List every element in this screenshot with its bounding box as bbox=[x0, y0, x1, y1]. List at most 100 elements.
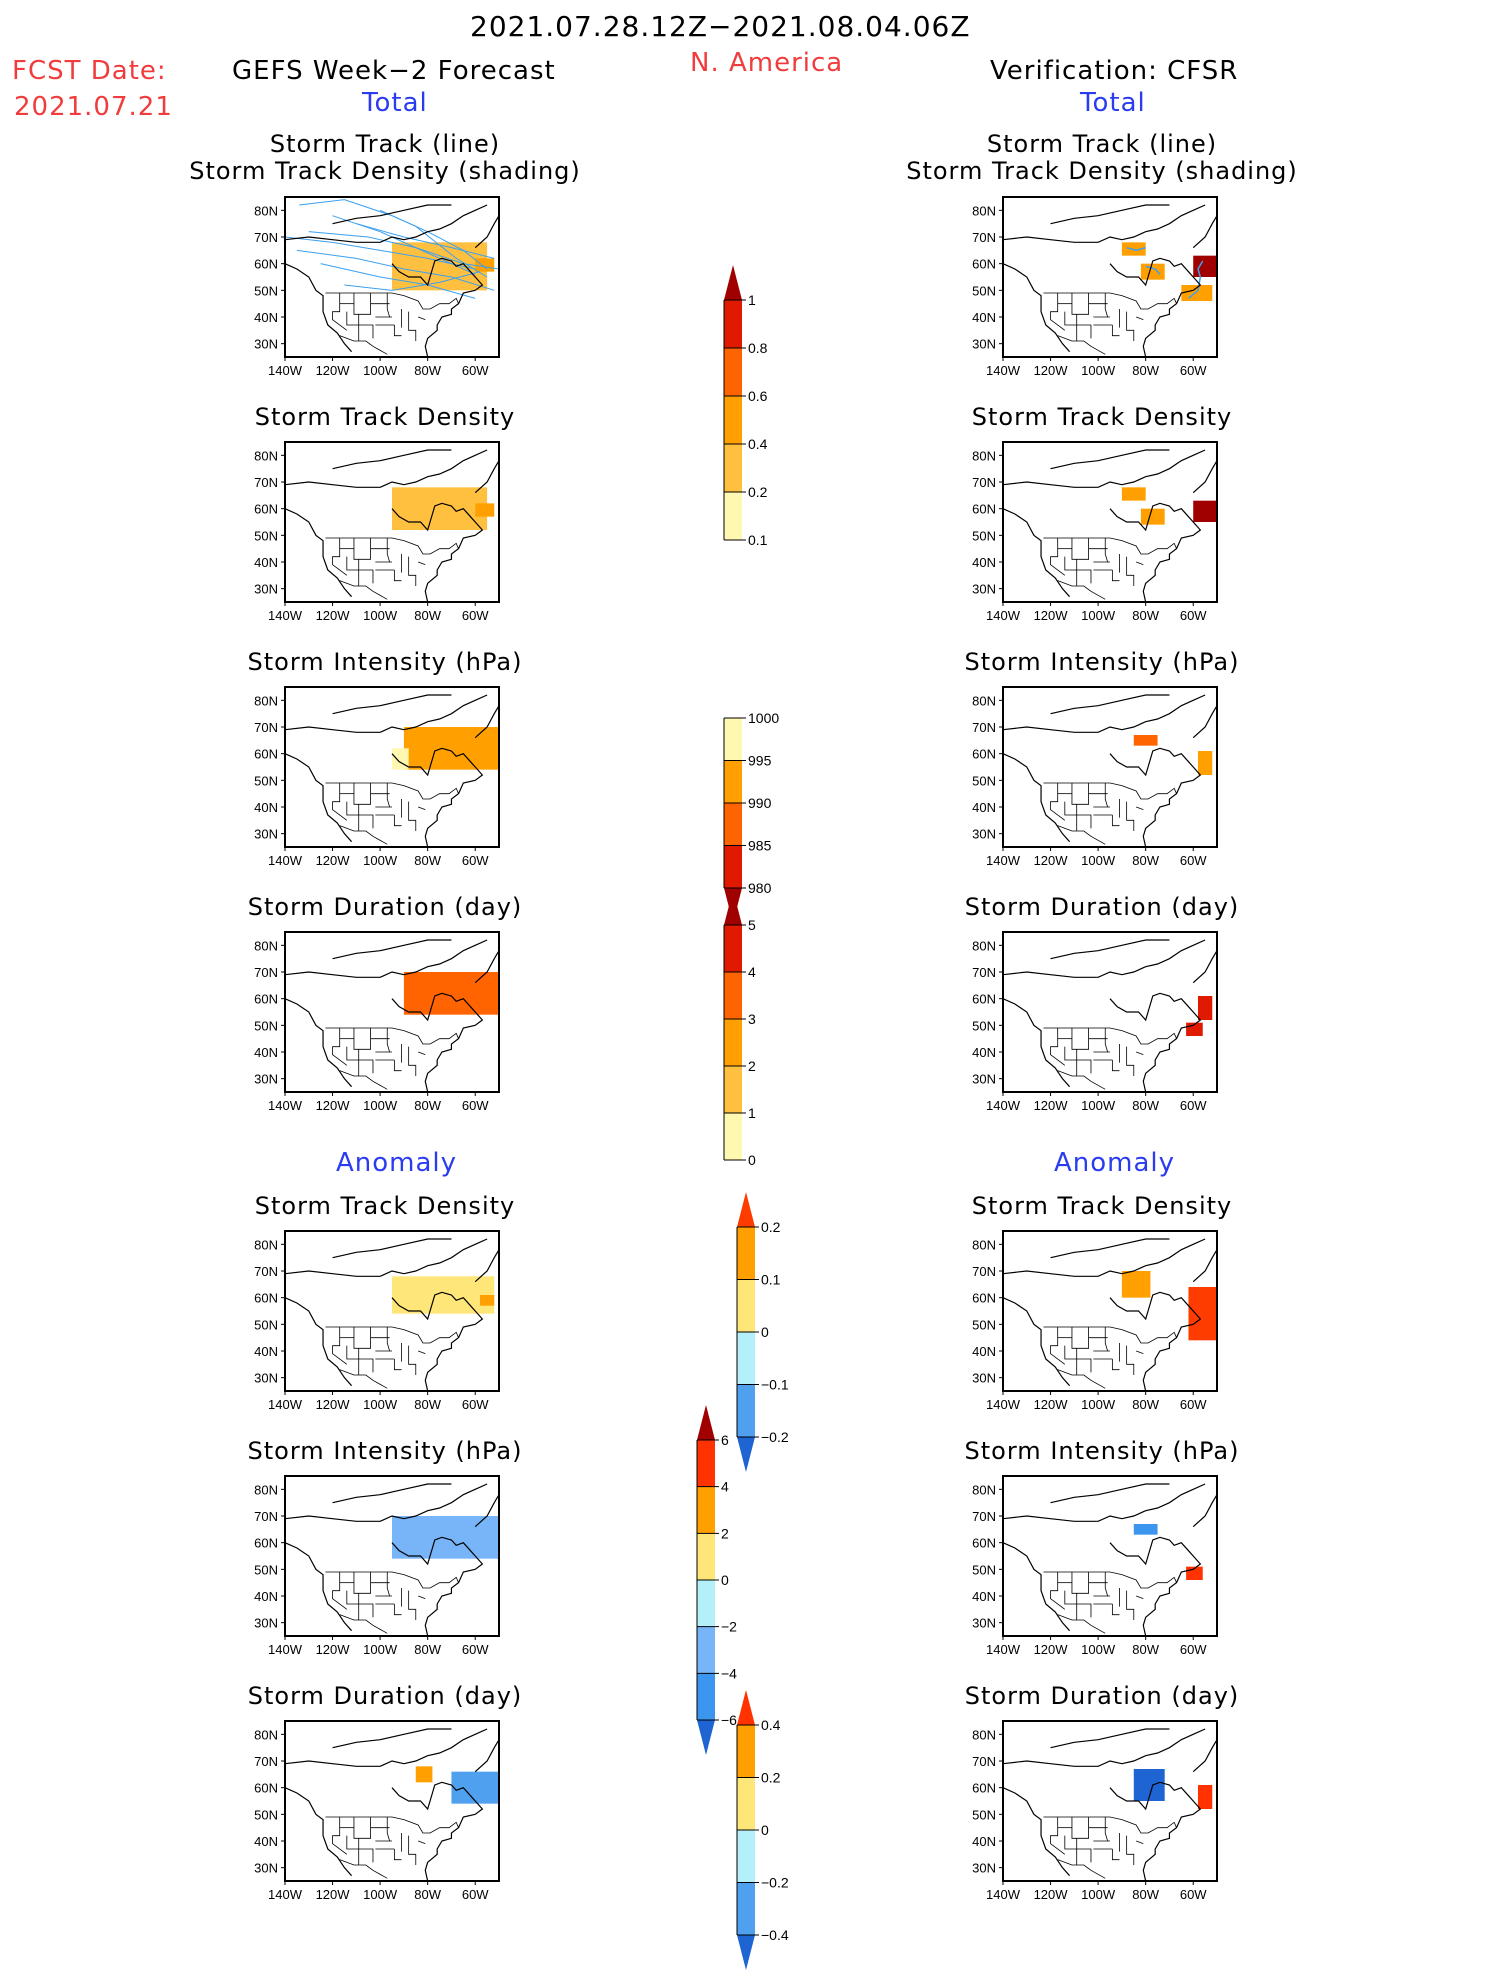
x-tick-label: 140W bbox=[986, 363, 1021, 378]
x-tick-label: 60W bbox=[462, 1098, 489, 1113]
coastline bbox=[1050, 1728, 1170, 1749]
x-tick-label: 120W bbox=[1034, 1397, 1069, 1412]
storm-track-line bbox=[1187, 260, 1204, 299]
colorbar-segment bbox=[697, 1486, 715, 1534]
y-tick-label: 80N bbox=[254, 1727, 278, 1742]
border-line bbox=[386, 538, 391, 563]
coastline bbox=[1002, 939, 1206, 978]
border-line bbox=[1071, 1817, 1089, 1839]
border-line bbox=[1064, 801, 1078, 831]
map-frame bbox=[284, 441, 500, 603]
coastline bbox=[1002, 1238, 1206, 1277]
border-line bbox=[358, 1348, 374, 1373]
y-tick-label: 40N bbox=[972, 1589, 996, 1604]
border-line bbox=[1057, 580, 1106, 600]
border-line bbox=[325, 1326, 459, 1344]
border-line bbox=[418, 561, 426, 566]
coastline bbox=[1050, 1238, 1170, 1259]
x-tick-label: 100W bbox=[363, 1642, 398, 1657]
y-tick-label: 30N bbox=[254, 1371, 278, 1386]
border-line bbox=[1104, 538, 1109, 563]
y-tick-label: 60N bbox=[254, 502, 278, 517]
x-tick-label: 120W bbox=[1034, 1098, 1069, 1113]
border-line bbox=[332, 1028, 348, 1066]
border-line bbox=[1043, 782, 1177, 800]
x-tick-label: 100W bbox=[363, 608, 398, 623]
right-title-duration: Storm Duration (day) bbox=[964, 893, 1240, 921]
coastline bbox=[1192, 950, 1218, 984]
border-line bbox=[1071, 783, 1089, 805]
x-tick-label: 140W bbox=[986, 853, 1021, 868]
colorbar-label: 0 bbox=[721, 1572, 729, 1588]
y-tick-label: 80N bbox=[972, 1727, 996, 1742]
x-tick-label: 60W bbox=[462, 1397, 489, 1412]
coastline bbox=[391, 502, 484, 603]
x-tick-label: 100W bbox=[363, 363, 398, 378]
shaded-region bbox=[392, 242, 488, 291]
x-tick-label: 140W bbox=[986, 1098, 1021, 1113]
border-line bbox=[1104, 1327, 1109, 1352]
colorbar-label: 1000 bbox=[748, 710, 779, 726]
colorbar-label: 985 bbox=[748, 838, 772, 854]
border-line bbox=[346, 801, 360, 831]
border-line bbox=[1050, 1327, 1066, 1365]
coastline bbox=[332, 449, 452, 470]
y-tick-label: 60N bbox=[972, 992, 996, 1007]
right-map-panel-5: 80N 70N 60N 50N 40N 30N 140W 120W 100W 80W 60W bbox=[953, 686, 1227, 877]
x-tick-label: 120W bbox=[316, 608, 351, 623]
border-line bbox=[1050, 538, 1066, 576]
y-tick-label: 60N bbox=[254, 747, 278, 762]
coastline bbox=[1002, 1542, 1071, 1632]
y-tick-label: 30N bbox=[254, 1072, 278, 1087]
y-tick-label: 30N bbox=[254, 582, 278, 597]
border-line bbox=[358, 1049, 374, 1074]
colorbar-duration-total: 5 4 3 2 1 0 bbox=[722, 890, 812, 1209]
y-tick-label: 40N bbox=[972, 1045, 996, 1060]
border-line bbox=[408, 556, 417, 586]
x-tick-label: 80W bbox=[1132, 1887, 1159, 1902]
storm-track-line bbox=[1126, 246, 1146, 252]
colorbar-segment bbox=[724, 1066, 742, 1113]
x-tick-label: 140W bbox=[986, 1397, 1021, 1412]
colorbar-label: 0.8 bbox=[748, 340, 768, 356]
border-line bbox=[358, 1838, 374, 1863]
map-frame bbox=[1002, 1230, 1218, 1392]
colorbar-label: −2 bbox=[721, 1619, 737, 1635]
x-tick-label: 80W bbox=[1132, 1098, 1159, 1113]
coastline bbox=[1109, 1536, 1202, 1637]
border-line bbox=[1126, 801, 1135, 831]
y-tick-label: 60N bbox=[972, 1536, 996, 1551]
border-line bbox=[386, 293, 391, 318]
colorbar-svg: 1000 995 990 985 980 bbox=[723, 710, 779, 923]
left-column-title: GEFS Week−2 Forecast bbox=[232, 56, 556, 86]
border-line bbox=[393, 815, 402, 827]
coastline bbox=[1002, 1787, 1071, 1877]
coastline bbox=[1109, 992, 1202, 1093]
shaded-region bbox=[392, 1276, 495, 1314]
border-line bbox=[1076, 1348, 1092, 1373]
coastline bbox=[1192, 1494, 1218, 1528]
border-line bbox=[418, 1051, 426, 1056]
x-tick-label: 120W bbox=[316, 1887, 351, 1902]
coastline bbox=[1192, 460, 1218, 494]
y-tick-label: 40N bbox=[972, 1834, 996, 1849]
x-tick-label: 120W bbox=[1034, 1642, 1069, 1657]
x-tick-label: 120W bbox=[316, 1098, 351, 1113]
shaded-region bbox=[1133, 735, 1158, 746]
coastline bbox=[1002, 263, 1071, 353]
left-title-intensity: Storm Intensity (hPa) bbox=[247, 648, 523, 676]
coastline bbox=[391, 992, 484, 1093]
colorbar-segment bbox=[724, 845, 742, 888]
coastline bbox=[332, 694, 452, 715]
y-tick-label: 40N bbox=[972, 800, 996, 815]
border-line bbox=[339, 1070, 388, 1090]
y-tick-label: 70N bbox=[972, 720, 996, 735]
border-line bbox=[325, 1816, 459, 1834]
border-line bbox=[325, 292, 459, 310]
y-tick-label: 70N bbox=[254, 965, 278, 980]
x-tick-label: 140W bbox=[268, 1397, 303, 1412]
colorbar-segment bbox=[697, 1626, 715, 1674]
right-column-title: Verification: CFSR bbox=[990, 56, 1239, 86]
border-line bbox=[346, 1835, 360, 1865]
right-title-duration-anom: Storm Duration (day) bbox=[964, 1682, 1240, 1710]
